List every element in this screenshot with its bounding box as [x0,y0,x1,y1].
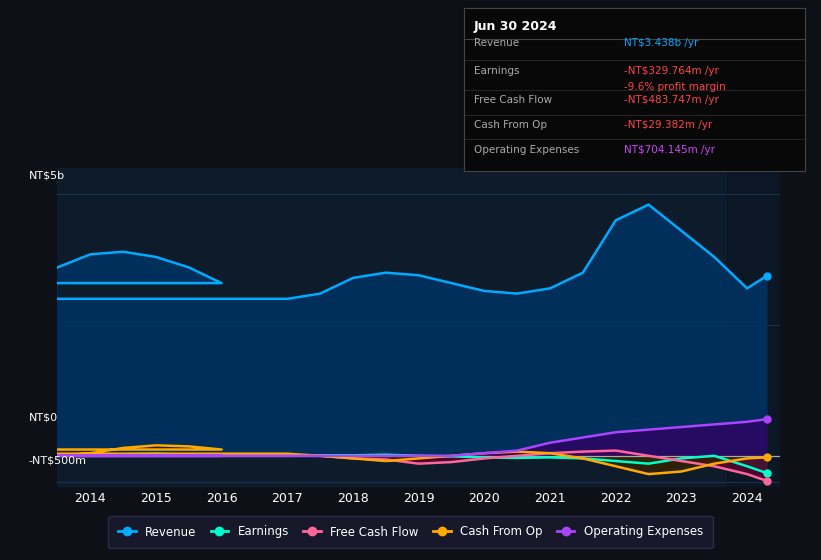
Text: NT$5b: NT$5b [29,171,65,181]
Text: -9.6% profit margin: -9.6% profit margin [624,82,726,92]
Text: -NT$29.382m /yr: -NT$29.382m /yr [624,120,713,130]
Text: -NT$483.747m /yr: -NT$483.747m /yr [624,95,719,105]
Text: Free Cash Flow: Free Cash Flow [474,95,553,105]
Text: Jun 30 2024: Jun 30 2024 [474,20,557,33]
Text: NT$0: NT$0 [29,412,57,422]
Text: Operating Expenses: Operating Expenses [474,144,580,155]
Legend: Revenue, Earnings, Free Cash Flow, Cash From Op, Operating Expenses: Revenue, Earnings, Free Cash Flow, Cash … [108,516,713,548]
Text: NT$704.145m /yr: NT$704.145m /yr [624,144,715,155]
Text: Revenue: Revenue [474,38,519,48]
Text: Cash From Op: Cash From Op [474,120,547,130]
Bar [727,168,780,487]
Text: NT$3.438b /yr: NT$3.438b /yr [624,38,699,48]
Text: Earnings: Earnings [474,66,520,76]
Text: -NT$500m: -NT$500m [29,455,87,465]
Text: -NT$329.764m /yr: -NT$329.764m /yr [624,66,719,76]
